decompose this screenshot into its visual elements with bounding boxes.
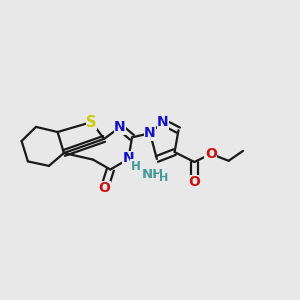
Text: O: O <box>188 175 200 189</box>
Text: N: N <box>144 126 156 140</box>
Text: O: O <box>205 147 217 161</box>
Text: N: N <box>123 152 134 165</box>
Text: N: N <box>157 115 169 129</box>
Text: NH: NH <box>142 167 164 181</box>
Text: H: H <box>131 160 140 173</box>
Text: N: N <box>114 120 126 134</box>
Text: O: O <box>98 182 110 195</box>
Text: H: H <box>159 173 168 183</box>
Text: S: S <box>86 115 97 130</box>
